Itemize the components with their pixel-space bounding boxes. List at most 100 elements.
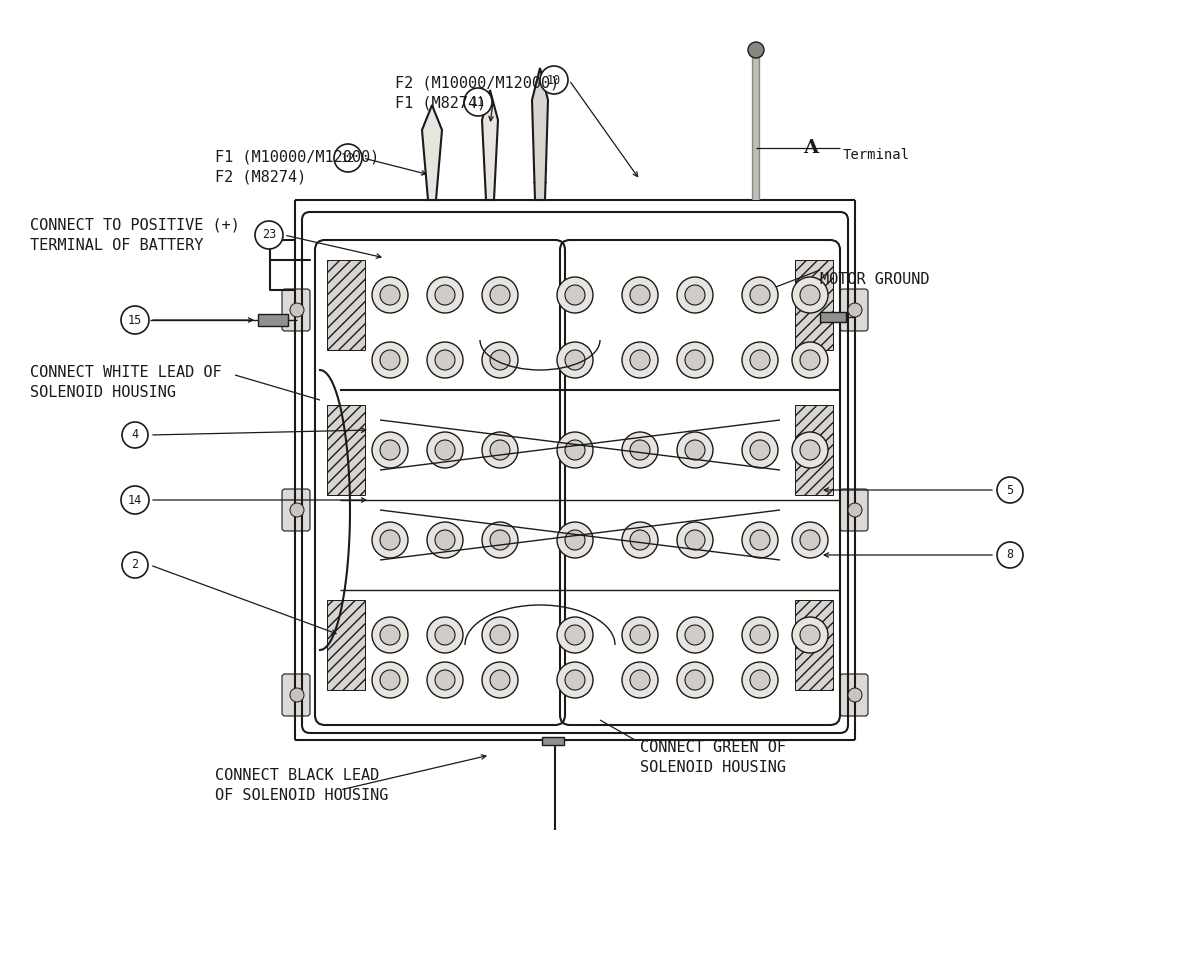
Circle shape [800, 625, 820, 645]
Text: Terminal: Terminal [843, 148, 910, 162]
Circle shape [685, 625, 705, 645]
Circle shape [557, 342, 593, 378]
Circle shape [481, 522, 518, 558]
Circle shape [565, 350, 586, 370]
Bar [327, 600, 366, 690]
Polygon shape [481, 90, 498, 200]
Circle shape [481, 342, 518, 378]
Circle shape [791, 522, 828, 558]
FancyBboxPatch shape [282, 674, 310, 716]
Text: CONNECT GREEN OF: CONNECT GREEN OF [640, 740, 786, 755]
Circle shape [380, 625, 400, 645]
Circle shape [800, 440, 820, 460]
FancyBboxPatch shape [840, 674, 868, 716]
Text: 12: 12 [341, 152, 355, 164]
Circle shape [750, 670, 770, 690]
Circle shape [290, 303, 304, 317]
Circle shape [464, 88, 492, 116]
Circle shape [622, 277, 658, 313]
Text: 5: 5 [1007, 483, 1014, 497]
Circle shape [750, 625, 770, 645]
Text: TERMINAL OF BATTERY: TERMINAL OF BATTERY [30, 238, 203, 253]
Circle shape [490, 625, 510, 645]
Circle shape [997, 477, 1023, 503]
Circle shape [677, 662, 713, 698]
Text: 15: 15 [128, 313, 142, 327]
Circle shape [371, 342, 408, 378]
Circle shape [122, 422, 148, 448]
Circle shape [435, 440, 455, 460]
Circle shape [622, 432, 658, 468]
Circle shape [997, 542, 1023, 568]
Circle shape [677, 432, 713, 468]
Circle shape [121, 486, 149, 514]
Circle shape [565, 440, 586, 460]
Circle shape [742, 342, 778, 378]
Circle shape [631, 625, 649, 645]
Circle shape [742, 277, 778, 313]
Circle shape [557, 617, 593, 653]
Circle shape [685, 285, 705, 305]
Circle shape [481, 662, 518, 698]
Text: 10: 10 [547, 73, 561, 86]
FancyBboxPatch shape [840, 489, 868, 531]
Circle shape [631, 285, 649, 305]
Circle shape [622, 617, 658, 653]
Circle shape [121, 306, 149, 334]
Circle shape [371, 432, 408, 468]
Text: 8: 8 [1007, 549, 1014, 561]
Circle shape [631, 670, 649, 690]
Text: 2: 2 [131, 558, 138, 572]
Circle shape [557, 432, 593, 468]
Text: CONNECT BLACK LEAD: CONNECT BLACK LEAD [215, 768, 380, 783]
Circle shape [565, 625, 586, 645]
Circle shape [685, 440, 705, 460]
Circle shape [490, 285, 510, 305]
Circle shape [427, 522, 463, 558]
Text: 23: 23 [261, 229, 276, 241]
Circle shape [490, 670, 510, 690]
Circle shape [557, 277, 593, 313]
Circle shape [742, 522, 778, 558]
Text: F2 (M10000/M12000): F2 (M10000/M12000) [395, 75, 560, 90]
Circle shape [791, 277, 828, 313]
Text: 14: 14 [128, 494, 142, 506]
Circle shape [427, 662, 463, 698]
Circle shape [800, 530, 820, 550]
Circle shape [748, 42, 764, 58]
Circle shape [742, 662, 778, 698]
Bar [327, 260, 366, 350]
Circle shape [380, 530, 400, 550]
Circle shape [334, 144, 362, 172]
Text: OF SOLENOID HOUSING: OF SOLENOID HOUSING [215, 788, 388, 803]
Circle shape [622, 662, 658, 698]
Polygon shape [422, 105, 442, 200]
Circle shape [380, 440, 400, 460]
Text: SOLENOID HOUSING: SOLENOID HOUSING [640, 760, 786, 775]
Circle shape [371, 617, 408, 653]
Text: SOLENOID HOUSING: SOLENOID HOUSING [30, 385, 176, 400]
Circle shape [677, 277, 713, 313]
Circle shape [848, 688, 862, 702]
Text: F1 (M10000/M12000): F1 (M10000/M12000) [215, 150, 380, 165]
Text: CONNECT WHITE LEAD OF: CONNECT WHITE LEAD OF [30, 365, 221, 380]
Circle shape [750, 285, 770, 305]
Circle shape [750, 530, 770, 550]
Circle shape [565, 530, 586, 550]
Circle shape [427, 617, 463, 653]
Text: CONNECT TO POSITIVE (+): CONNECT TO POSITIVE (+) [30, 218, 240, 233]
Bar [820, 312, 846, 322]
Circle shape [380, 285, 400, 305]
Circle shape [435, 530, 455, 550]
Circle shape [435, 625, 455, 645]
Circle shape [490, 530, 510, 550]
Circle shape [380, 350, 400, 370]
Circle shape [371, 662, 408, 698]
FancyBboxPatch shape [840, 289, 868, 331]
Circle shape [481, 277, 518, 313]
Text: 11: 11 [471, 95, 485, 109]
FancyBboxPatch shape [282, 289, 310, 331]
Circle shape [742, 617, 778, 653]
Circle shape [481, 432, 518, 468]
Bar [795, 600, 833, 690]
